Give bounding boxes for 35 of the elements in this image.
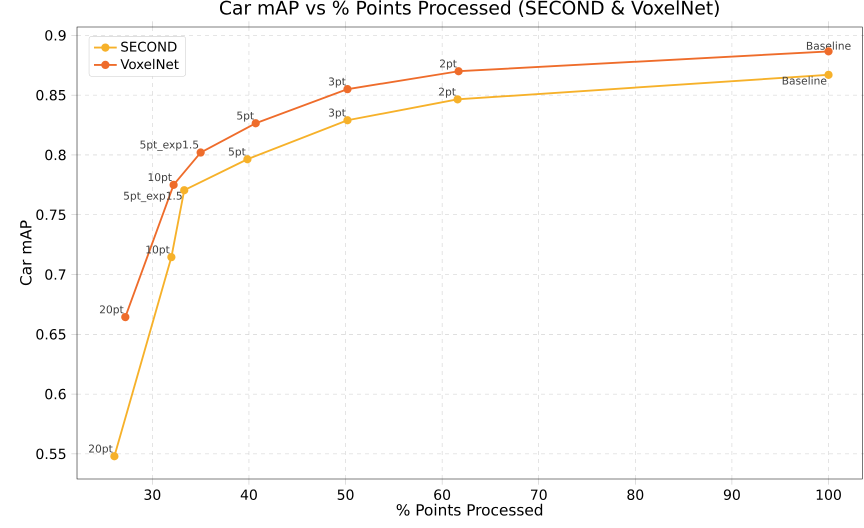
annotation: Baseline <box>782 76 826 85</box>
legend-label: VoxelNet <box>120 58 179 70</box>
x-tick-label: 70 <box>530 489 547 500</box>
y-tick-label: 0.9 <box>45 30 66 41</box>
y-tick-label: 0.8 <box>45 150 66 160</box>
annotation: 3pt <box>328 77 346 88</box>
x-axis-title: % Points Processed <box>396 504 542 516</box>
x-tick-label: 90 <box>724 489 740 500</box>
chart-title: Car mAP vs % Points Processed (SECOND & VoxelNet) <box>220 0 719 17</box>
y-tick-label: 0.75 <box>36 209 66 220</box>
annotation: 5pt <box>237 112 254 122</box>
annotation: 5pt <box>228 148 246 158</box>
annotation: 5pt_exp1.5 <box>140 140 198 151</box>
annotation: 3pt <box>328 108 346 119</box>
annotation: 10pt <box>148 173 172 184</box>
x-tick-label: 60 <box>434 489 450 500</box>
y-axis-title: Car mAP <box>20 220 32 286</box>
x-tick-label: 40 <box>240 489 257 500</box>
x-tick-label: 30 <box>144 489 160 500</box>
annotation: 2pt <box>440 59 457 70</box>
point <box>180 186 188 194</box>
point <box>196 148 205 157</box>
y-tick-label: 0.7 <box>45 269 66 280</box>
x-tick-label: 100 <box>816 489 841 500</box>
y-tick-label: 0.65 <box>36 329 66 340</box>
legend-label: SECOND <box>121 42 177 52</box>
annotation: 20pt <box>89 444 113 455</box>
y-tick-label: 0.6 <box>45 388 66 400</box>
annotation: Baseline <box>806 42 851 50</box>
y-tick-label: 0.55 <box>36 448 66 460</box>
annotation: 2pt <box>439 88 456 98</box>
x-tick-label: 80 <box>627 489 644 500</box>
annotation: 20pt <box>100 305 124 316</box>
y-tick-label: 0.85 <box>36 90 66 100</box>
x-tick-label: 50 <box>338 489 354 500</box>
